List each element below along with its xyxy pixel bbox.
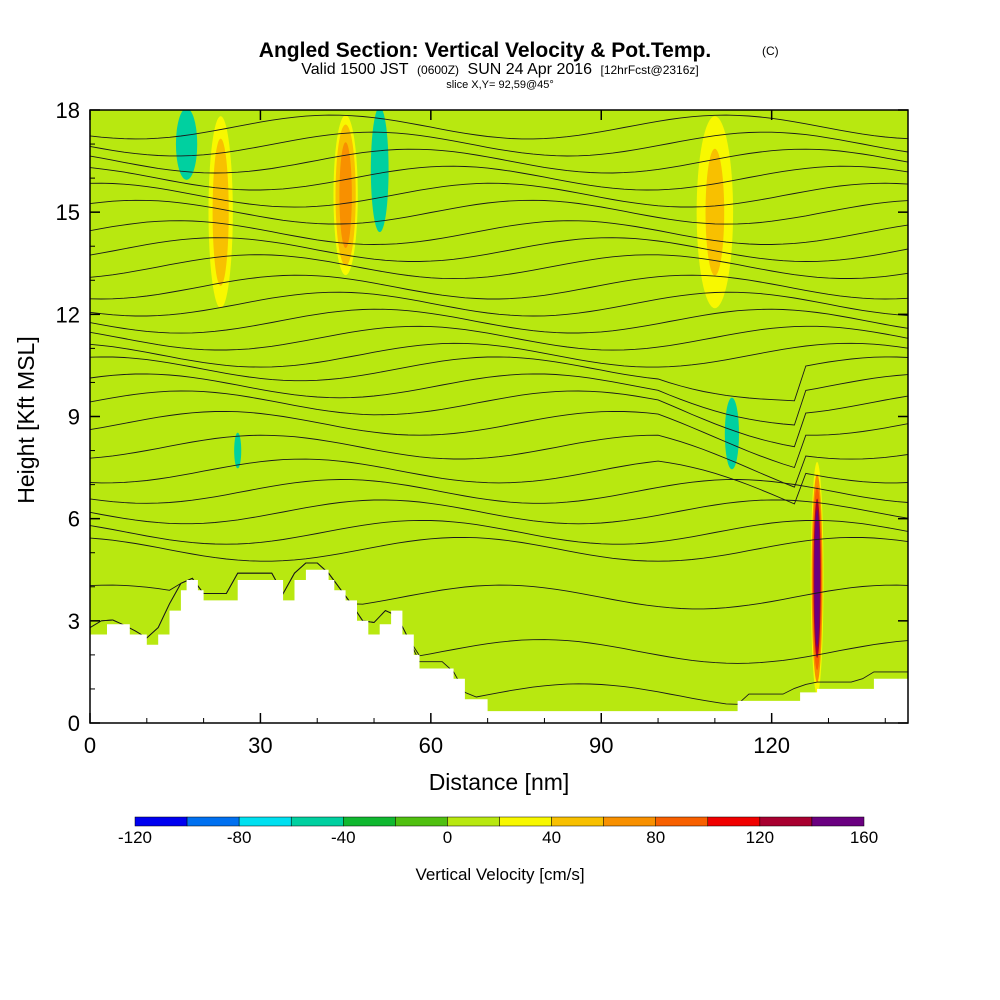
y-tick-label-5: 15: [56, 200, 80, 225]
x-axis-label: Distance [nm]: [429, 769, 570, 795]
y-axis-label: Height [Kft MSL]: [13, 336, 39, 503]
updraft-2-band-4: [705, 148, 725, 276]
axes: 0 30 60 90 120 0 3 6 9 12 15 18: [56, 98, 908, 758]
downdraft-1-band-4: [375, 132, 384, 207]
colorbar-swatch-1: [186, 816, 240, 827]
x-tick-label-2: 60: [419, 733, 443, 758]
updraft-0-band-4: [214, 148, 227, 276]
colorbar-swatch-0: [134, 816, 188, 827]
colorbar-tick-label-7: 160: [850, 828, 878, 847]
valid-prefix: Valid 1500 JST: [301, 61, 409, 78]
y-tick-label-4: 12: [56, 302, 80, 327]
colorbar-tick-label-4: 40: [542, 828, 561, 847]
x-tick-label-4: 120: [753, 733, 790, 758]
colorbar: -120 -80 -40 0 40 80 120 160: [118, 816, 878, 847]
x-tick-label-3: 90: [589, 733, 613, 758]
colorbar-swatch-2: [238, 816, 292, 827]
valid-date: SUN 24 Apr 2016: [468, 61, 593, 78]
pot-temp-contour-12: [90, 356, 908, 402]
pot-temp-contour-24: [90, 148, 908, 174]
pot-temp-contour-4: [90, 519, 908, 545]
colorbar-swatch-5: [395, 816, 448, 827]
pot-temp-contour-14: [90, 325, 908, 351]
pot-temp-contour-7: [90, 458, 908, 505]
colorbar-tick-label-3: 0: [443, 828, 452, 847]
colorbar-swatch-4: [343, 816, 396, 827]
valid-zulu: (0600Z): [417, 63, 459, 77]
terrain-mask: [90, 569, 908, 723]
downdraft-2-band-4: [728, 412, 736, 455]
updraft-1-band-4: [339, 142, 352, 249]
pot-temp-contours: [90, 114, 908, 705]
colorbar-swatch-8: [551, 816, 604, 827]
pot-temp-contour-20: [90, 220, 908, 245]
pot-temp-contour-18: [90, 254, 908, 280]
vertical-velocity-field: [175, 110, 824, 695]
pot-temp-contour-10: [90, 390, 908, 448]
colorbar-tick-label-1: -80: [227, 828, 252, 847]
colorbar-label: Vertical Velocity [cm/s]: [415, 865, 584, 884]
updraft-3-band-4: [814, 509, 820, 647]
colorbar-tick-label-2: -40: [331, 828, 356, 847]
colorbar-tick-label-5: 80: [646, 828, 665, 847]
pot-temp-contour-25: [90, 131, 908, 157]
colorbar-swatch-12: [759, 816, 813, 827]
pot-temp-contour-2: [90, 562, 908, 610]
pot-temp-contour-17: [90, 274, 908, 300]
downdraft-0-band-4: [181, 122, 192, 166]
terrain: [90, 569, 908, 723]
x-tick-label-0: 0: [84, 733, 96, 758]
pot-temp-contour-9: [90, 410, 908, 469]
pot-temp-contour-5: [90, 499, 908, 525]
pot-temp-contour-19: [90, 237, 908, 262]
chart-title: Angled Section: Vertical Velocity & Pot.…: [259, 39, 711, 62]
colorbar-tick-label-6: 120: [746, 828, 774, 847]
y-tick-label-6: 18: [56, 98, 80, 123]
chart-units-tag: (C): [762, 44, 779, 58]
pot-temp-contour-23: [90, 165, 908, 191]
pot-temp-contour-16: [90, 291, 908, 317]
pot-temp-contour-13: [90, 342, 908, 368]
y-tick-label-0: 0: [68, 711, 80, 736]
pot-temp-contour-21: [90, 199, 908, 225]
y-tick-label-2: 6: [68, 507, 80, 532]
y-tick-label-3: 9: [68, 405, 80, 430]
colorbar-swatch-3: [290, 816, 344, 827]
colorbar-swatch-13: [811, 816, 865, 827]
plot-area: [90, 110, 908, 723]
pot-temp-contour-8: [90, 434, 908, 488]
downdraft-3-band-4: [236, 439, 240, 462]
colorbar-swatch-11: [707, 816, 761, 827]
pot-temp-contour-11: [90, 373, 908, 426]
colorbar-swatch-6: [447, 816, 500, 827]
x-tick-label-1: 30: [248, 733, 272, 758]
y-tick-label-1: 3: [68, 609, 80, 634]
chart-valid-line: Valid 1500 JST (0600Z) SUN 24 Apr 2016 […: [301, 61, 698, 78]
pot-temp-contour-22: [90, 182, 908, 208]
pot-temp-contour-15: [90, 308, 908, 334]
colorbar-tick-label-0: -120: [118, 828, 152, 847]
colorbar-swatch-9: [603, 816, 656, 827]
forecast-tag: [12hrFcst@2316z]: [601, 63, 699, 77]
colorbar-swatch-10: [655, 816, 709, 827]
slice-label: slice X,Y= 92,59@45°: [446, 79, 554, 91]
pot-temp-contour-6: [90, 479, 908, 504]
pot-temp-contour-3: [90, 536, 908, 562]
colorbar-swatch-7: [499, 816, 552, 827]
